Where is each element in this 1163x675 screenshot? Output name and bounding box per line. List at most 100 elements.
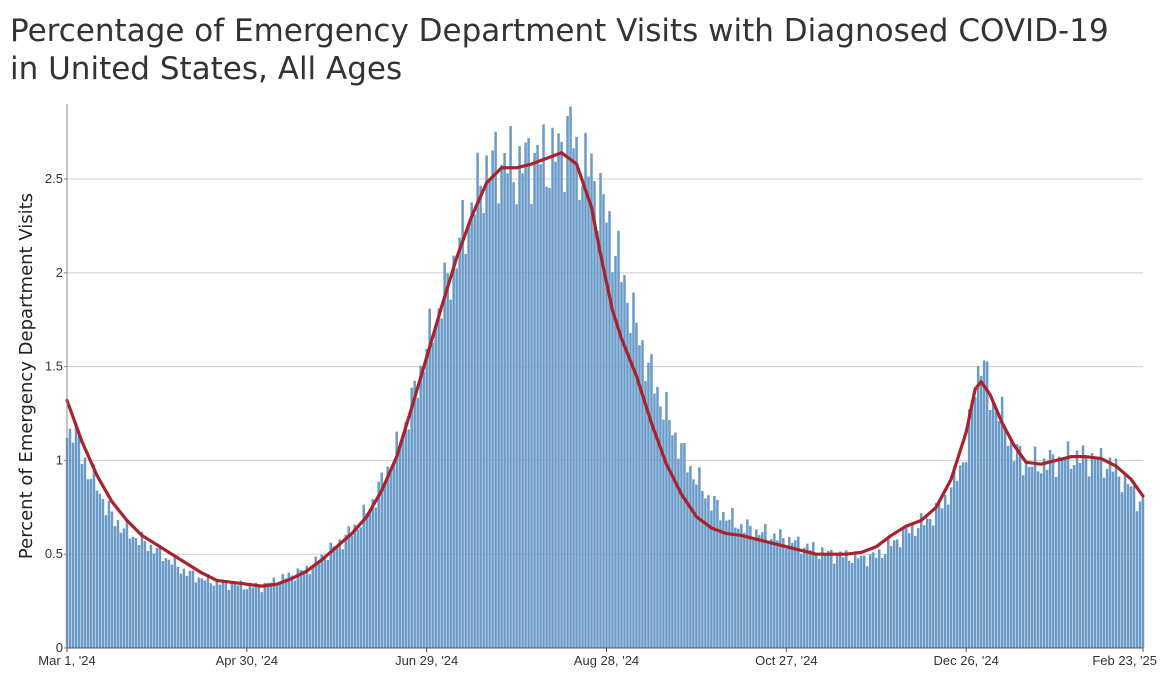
bar [779,529,782,648]
bar [653,393,656,648]
bar [794,540,797,648]
bar [578,199,581,648]
bar [1021,475,1025,648]
bar [659,406,662,648]
bar [860,555,863,648]
bar [958,465,962,648]
bar [683,442,686,648]
bar [125,520,129,648]
bar [227,589,231,648]
bar [1024,463,1028,648]
bar [329,542,333,648]
bar [686,472,689,648]
bar [467,225,470,649]
bar [719,520,722,648]
x-tick-label: Jun 29, '24 [395,653,458,668]
bar [71,442,75,648]
bar [395,431,398,648]
bar [350,535,353,648]
bar [749,525,752,648]
bar [1036,471,1040,648]
bar [257,585,261,648]
bar [1048,449,1052,648]
x-tick-label: Feb 23, '25 [1092,653,1157,668]
bar [892,540,896,648]
bar [830,549,833,648]
bar [131,536,135,648]
bar [898,547,902,648]
bar [248,583,252,648]
bar [80,463,84,648]
bar [907,533,911,648]
bar [928,519,932,648]
bar [428,308,431,648]
bar [728,519,731,648]
bar [803,547,806,648]
bar [173,556,177,648]
bar [943,494,947,648]
bar [521,173,524,648]
bar [305,565,309,648]
x-tick-label: Aug 28, '24 [574,653,639,668]
bar [272,577,276,648]
bar [1111,471,1115,648]
bar [68,428,72,648]
bar [614,255,617,648]
line-layer [65,151,1145,588]
bar [452,255,455,648]
bar [314,556,318,648]
bar [922,525,926,648]
bar [581,185,584,648]
bar [512,182,515,649]
bar [632,292,635,648]
bar [1087,476,1091,648]
bar [806,543,809,648]
bar [152,553,156,648]
bar [1009,439,1013,648]
bar [269,582,273,648]
bar [1105,468,1109,648]
bar [296,568,300,648]
bar [1117,476,1121,648]
bar [617,230,620,648]
bar [107,500,111,648]
bar [605,222,608,648]
bar [889,546,893,648]
bar [713,496,716,648]
bar [449,299,452,648]
bar [407,429,410,648]
bar [146,551,150,648]
bar [236,585,240,648]
y-tick-label: 0 [56,640,63,655]
bar [877,549,881,648]
bar [497,203,500,649]
bar [620,282,623,648]
bar [698,467,701,648]
bar [904,526,908,648]
bar [1018,446,1022,648]
bar [491,150,494,648]
bar [845,550,848,648]
bar [560,141,563,648]
bar [530,204,533,648]
bar [973,397,977,648]
bar [218,584,222,648]
bar [143,541,147,648]
bar [934,502,938,648]
bar [692,479,695,648]
bar [901,528,905,648]
bar [638,345,641,648]
bar [1084,456,1088,648]
bar [931,525,935,648]
rolling-average-line [65,151,1145,588]
bar [221,579,225,648]
bar [98,493,102,648]
bar [1030,466,1034,648]
bar [886,539,890,648]
bar [233,583,237,648]
bar [539,164,542,649]
bar [994,411,998,648]
bar [584,132,587,648]
bar [1114,458,1118,648]
y-tick-label: 1 [56,452,63,467]
